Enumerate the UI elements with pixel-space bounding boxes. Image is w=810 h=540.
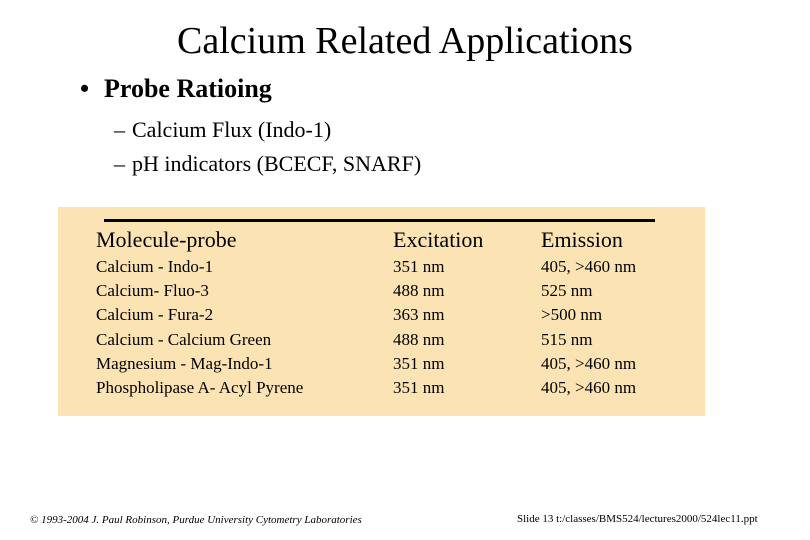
bullet-text: Probe Ratioing: [104, 74, 272, 103]
header-emission: Emission: [541, 227, 623, 252]
excitation-cell: 351 nm: [393, 378, 445, 398]
emission-cell: 525 nm: [541, 281, 593, 301]
excitation-cell: 488 nm: [393, 329, 445, 349]
excitation-cell: 351 nm: [393, 353, 445, 373]
emission-column: 405, >460 nm 525 nm >500 nm 515 nm 405, …: [541, 255, 636, 400]
sub-item-text: pH indicators (BCECF, SNARF): [132, 151, 422, 176]
molecule-cell: Calcium - Indo-1: [96, 257, 214, 276]
dash-marker: –: [114, 151, 125, 176]
copyright-footer: © 1993-2004 J. Paul Robinson, Purdue Uni…: [30, 514, 362, 526]
header-excitation: Excitation: [393, 227, 484, 252]
molecule-cell: Calcium- Fluo-3: [96, 281, 209, 301]
sub-item-ph-indicators: – pH indicators (BCECF, SNARF): [114, 150, 421, 178]
emission-cell: 515 nm: [541, 329, 593, 349]
excitation-column: 351 nm 488 nm 363 nm 488 nm 351 nm 351 n…: [393, 255, 444, 400]
table-header-rule: [104, 219, 655, 222]
slide-info-footer: Slide 13 t:/classes/BMS524/lectures2000/…: [517, 513, 758, 525]
bullet-marker: •: [80, 74, 90, 103]
probe-table-background: [58, 207, 705, 416]
molecule-cell: Calcium - Calcium Green: [96, 329, 272, 349]
excitation-cell: 488 nm: [393, 281, 445, 301]
header-molecule-probe: Molecule-probe: [96, 227, 237, 252]
emission-cell: 405, >460 nm: [541, 257, 637, 276]
emission-cell: >500 nm: [541, 305, 603, 325]
excitation-cell: 351 nm: [393, 257, 445, 276]
molecule-column: Calcium - Indo-1 Calcium- Fluo-3 Calcium…: [96, 255, 303, 400]
emission-cell: 405, >460 nm: [541, 378, 637, 398]
molecule-cell: Phospholipase A- Acyl Pyrene: [96, 378, 304, 398]
slide-title: Calcium Related Applications: [177, 20, 633, 62]
dash-marker: –: [114, 117, 125, 142]
excitation-cell: 363 nm: [393, 305, 445, 325]
molecule-cell: Magnesium - Mag-Indo-1: [96, 353, 273, 373]
bullet-item: • Probe Ratioing: [80, 72, 272, 106]
sub-item-text: Calcium Flux (Indo-1): [132, 117, 332, 142]
emission-cell: 405, >460 nm: [541, 353, 637, 373]
sub-item-calcium-flux: – Calcium Flux (Indo-1): [114, 116, 331, 144]
molecule-cell: Calcium - Fura-2: [96, 305, 214, 325]
